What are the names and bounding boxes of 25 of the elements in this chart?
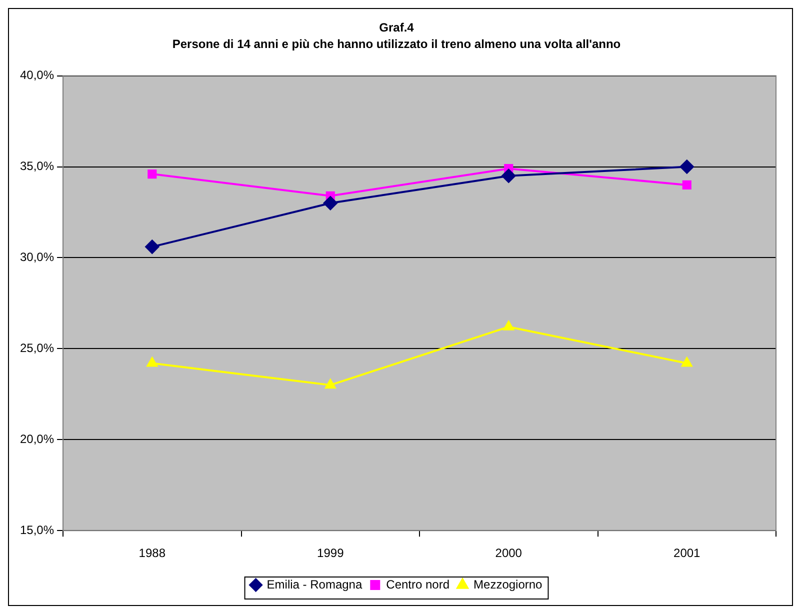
y-tick-label: 40,0% <box>20 68 54 82</box>
point <box>680 160 694 174</box>
point <box>323 196 338 210</box>
chart-title: Graf.4 <box>379 20 414 35</box>
y-tick-label: 30,0% <box>20 250 54 264</box>
y-tick-label: 20,0% <box>20 432 54 446</box>
point <box>146 357 158 367</box>
x-tick-label: 2001 <box>674 546 701 560</box>
y-tick-label: 35,0% <box>20 159 54 174</box>
x-tick-label: 1988 <box>138 546 166 560</box>
legend-label: Emilia - Romagna <box>266 577 362 592</box>
point <box>682 357 692 367</box>
point <box>502 168 516 183</box>
x-tick-label: 2000 <box>495 546 522 560</box>
y-tick-label: 25,0% <box>20 340 54 355</box>
point <box>145 240 160 254</box>
x-tick-label: 1999 <box>317 546 344 560</box>
y-tick-label: 15,0% <box>20 522 54 537</box>
point <box>503 320 514 330</box>
point <box>682 180 692 190</box>
chart-subtitle: Persone di 14 anni e più che hanno utilizzato il treno almeno una volta all'anno <box>172 36 621 51</box>
legend-label: Mezzogiorno <box>474 577 543 592</box>
point <box>325 379 336 389</box>
point <box>148 170 157 179</box>
legend-label: Centro nord <box>386 577 450 592</box>
